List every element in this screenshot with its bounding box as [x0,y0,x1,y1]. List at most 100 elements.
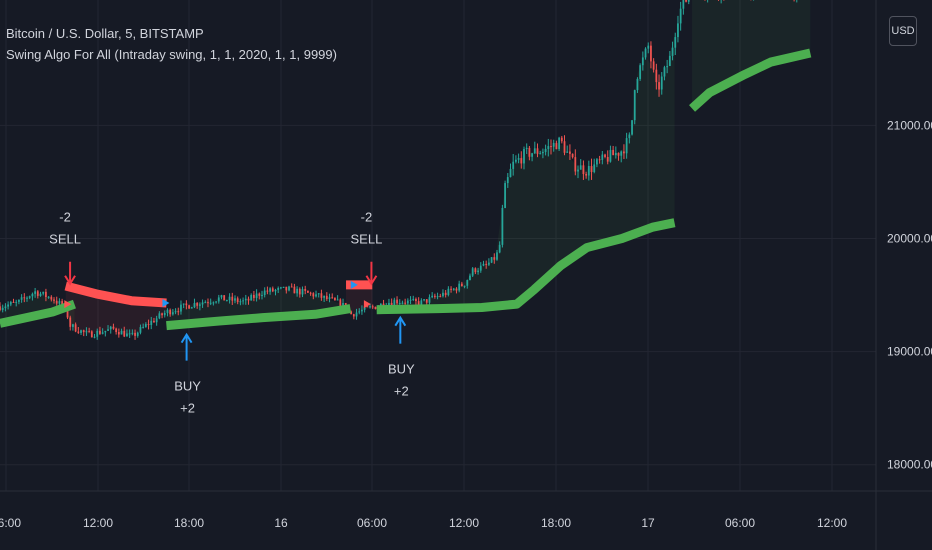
candle-body [247,298,250,301]
candle-body [120,330,123,335]
candle-body [134,332,136,336]
candle-body [239,301,242,303]
candle-body [99,330,101,334]
candle-body [263,290,266,295]
candle-body [28,296,31,298]
candle-body [444,292,447,295]
sell-label: SELL [49,232,81,247]
candle-body [342,303,344,307]
candle-body [39,293,42,296]
candle-body [520,158,523,164]
candle-body [620,151,623,156]
candle-body [569,151,571,154]
time-tick-label: 16 [274,516,288,530]
candle-body [431,295,434,298]
candle-body [188,305,190,309]
candle-body [126,333,128,337]
candle-body [658,82,660,90]
candle-body [420,300,423,306]
bear-trend-band [64,281,167,308]
candle-body [201,302,204,305]
candle-body [614,152,617,156]
currency-button[interactable]: USD [889,16,917,46]
candle-body [466,279,469,286]
candle-body [439,296,442,298]
time-tick-label: 06:00 [725,516,755,530]
candle-body [447,288,450,295]
candle-body [277,287,280,290]
candle-body [193,302,196,308]
candle-body [528,147,531,157]
candle-body [69,317,72,327]
candle-body [1,307,4,310]
candle-body [290,286,293,288]
candle-body [177,311,180,313]
candle-body [7,304,10,307]
candle-body [463,285,466,287]
candle-body [563,141,566,153]
candle-body [161,313,163,316]
candle-body [147,324,150,326]
candle-body [523,149,525,164]
candle-body [655,69,658,83]
candle-body [225,300,228,302]
candle-body [366,306,369,308]
candle-body [404,302,407,304]
candle-body [604,154,606,157]
candle-body [169,309,172,315]
sell-amount-label: -2 [361,210,373,225]
candle-body [123,330,126,337]
candle-body [228,296,231,301]
candle-body [633,90,636,121]
candle-body [558,137,561,150]
candle-body [42,291,45,294]
candle-body [50,296,53,300]
candle-body [374,306,377,310]
candle-body [663,67,666,77]
candle-body [280,287,282,289]
candle-body [12,301,15,303]
candle-body [501,207,504,245]
candle-body [358,311,361,313]
candle-body [555,142,558,150]
candle-body [74,324,77,332]
time-tick-label: 06:00 [0,516,21,530]
candle-body [117,332,120,335]
candle-body [625,138,628,154]
candle-body [668,55,671,67]
candle-body [234,298,236,301]
candle-body [212,302,215,304]
candle-body [450,288,452,290]
candle-body [331,297,334,299]
candle-body [428,297,431,303]
sell-label: SELL [351,232,383,247]
candle-body [23,297,26,299]
candle-body [644,48,647,58]
candle-body [323,295,326,298]
candle-body [612,149,615,156]
candle-body [288,286,290,291]
candle-body [631,120,633,135]
candle-body [455,288,458,291]
candle-body [650,45,652,62]
candle-body [482,263,485,266]
candle-body [72,324,74,327]
candle-body [587,165,590,176]
candle-body [15,301,18,303]
candle-body [544,148,547,152]
indicator-legend[interactable]: Swing Algo For All (Intraday swing, 1, 1… [6,47,337,62]
candle-body [687,0,690,2]
candle-body [236,298,239,302]
candle-body [217,297,220,302]
candle-body [312,293,315,297]
candle-body [355,312,358,317]
candle-body [58,301,61,304]
candle-body [361,309,363,312]
candle-body [660,76,663,90]
signal-marker [162,298,170,307]
candle-body [682,0,685,9]
candle-body [55,300,58,304]
candle-body [244,298,247,301]
bull-trend-band [166,304,352,331]
